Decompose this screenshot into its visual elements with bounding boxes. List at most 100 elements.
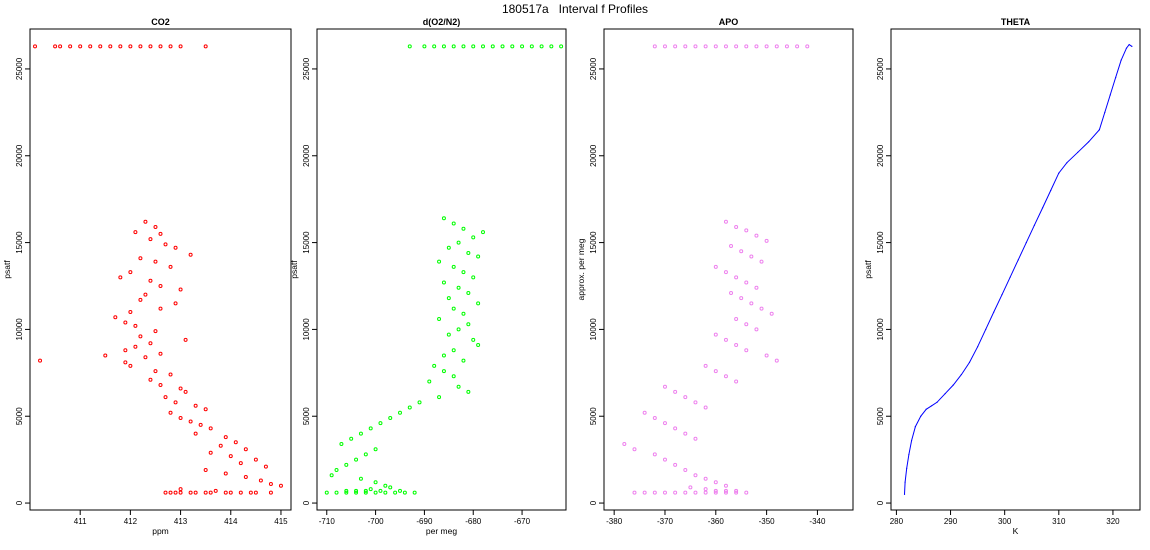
y-tick-label: 10000 [589,318,598,341]
data-point [451,44,456,49]
data-point [263,464,268,469]
data-point [228,490,233,495]
data-point [734,379,739,384]
theta-point [1058,172,1060,174]
data-point [652,415,657,420]
y-tick-label: 0 [302,500,311,505]
theta-point [1128,44,1130,46]
data-point [138,256,143,261]
theta-point [1001,294,1003,296]
data-point [673,44,678,49]
data-point [344,488,349,493]
data-point [446,245,451,250]
data-point [163,242,168,247]
data-point [128,363,133,368]
theta-point [1109,94,1111,96]
data-point [123,348,128,353]
data-point [510,44,515,49]
y-tick-label: 20000 [589,144,598,167]
data-point [153,259,158,264]
data-point [173,301,178,306]
data-point [693,436,698,441]
data-point [437,259,442,264]
data-point [248,490,253,495]
data-point [744,348,749,353]
data-point [461,226,466,231]
data-point [223,490,228,495]
data-point [138,334,143,339]
data-point [739,249,744,254]
data-point [278,483,283,488]
data-point [471,275,476,280]
data-point [133,230,138,235]
data-point [422,44,427,49]
data-point [203,468,208,473]
data-point [520,44,525,49]
data-point [662,384,667,389]
data-point [168,264,173,269]
data-point [693,44,698,49]
data-point [461,311,466,316]
data-point [683,431,688,436]
theta-point [914,426,916,428]
data-point [441,369,446,374]
data-point [759,306,764,311]
data-point [188,419,193,424]
data-point [723,490,728,495]
data-point [432,363,437,368]
data-point [344,462,349,467]
x-tick-label: -670 [514,517,531,526]
data-point [373,480,378,485]
data-point [33,44,38,49]
data-point [471,337,476,342]
data-point [363,452,368,457]
data-point [451,221,456,226]
data-point [203,407,208,412]
data-point [461,358,466,363]
data-point [88,44,93,49]
data-point [723,270,728,275]
data-point [662,44,667,49]
data-point [632,447,637,452]
theta-point [1087,141,1090,143]
data-point [208,426,213,431]
theta-point [993,311,995,313]
data-point [437,316,442,321]
panel-title: APO [719,17,739,27]
x-tick-label: 411 [74,517,87,526]
data-point [734,316,739,321]
data-point [153,224,158,229]
data-point [744,280,749,285]
data-point [228,454,233,459]
data-point [368,426,373,431]
data-point [622,442,627,447]
x-tick-label: -680 [465,517,482,526]
x-tick-label: -350 [759,517,776,526]
data-point [344,490,349,495]
data-point [642,490,647,495]
data-point [243,475,248,480]
data-point [683,490,688,495]
theta-point [904,481,906,483]
y-axis-label: approx. per meg [576,238,586,300]
data-point [213,488,218,493]
data-point [456,285,461,290]
y-tick-label: 0 [589,500,598,505]
data-point [253,490,258,495]
data-point [549,44,554,49]
data-point [373,490,378,495]
data-point [713,480,718,485]
data-point [143,219,148,224]
data-point [759,259,764,264]
data-point [693,473,698,478]
data-point [183,337,188,342]
x-axis-label: ppm [152,526,169,536]
data-point [764,353,769,358]
theta-point [930,405,933,407]
x-tick-label: -370 [657,517,674,526]
y-tick-label: 20000 [876,144,885,167]
data-point [193,403,198,408]
data-point [123,320,128,325]
theta-point [925,408,927,410]
data-point [774,358,779,363]
